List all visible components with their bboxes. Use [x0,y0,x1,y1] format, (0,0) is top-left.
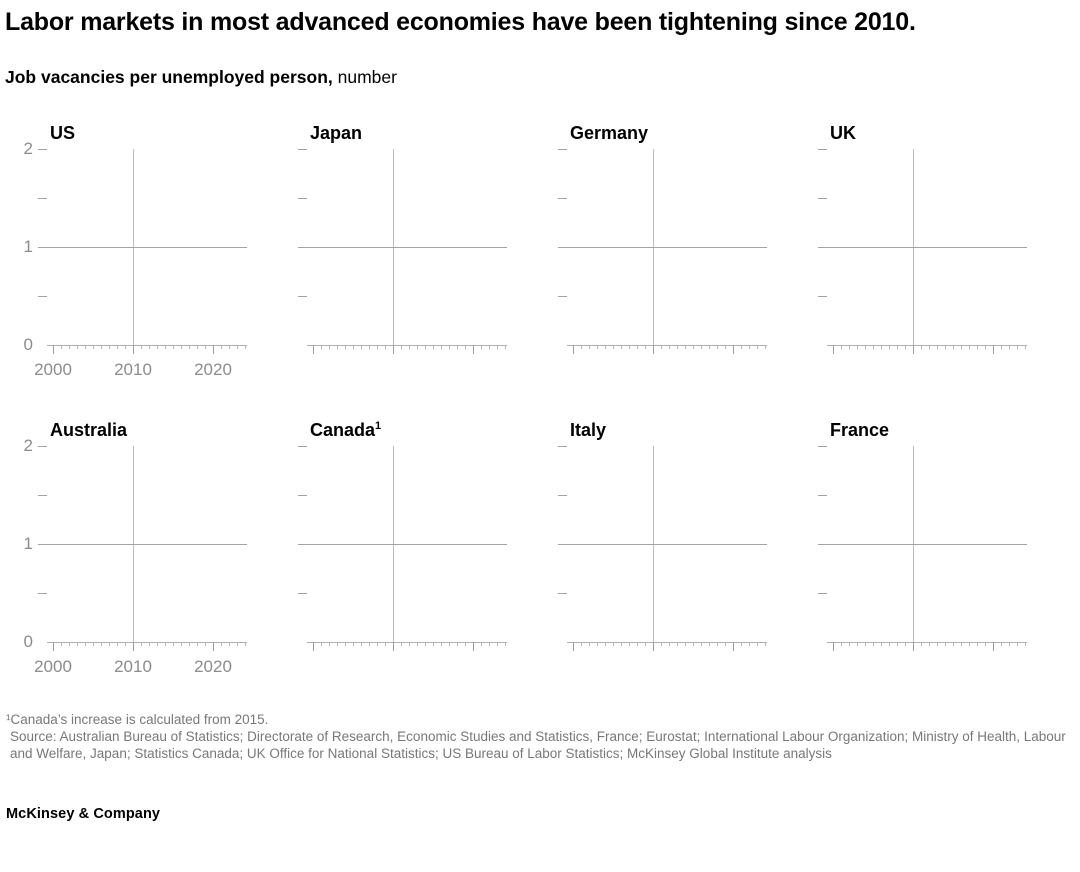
y-tick-label: 0 [23,632,33,651]
x-axis-ticks [573,345,766,354]
exhibit-page: Labor markets in most advanced economies… [0,5,1080,872]
y-tick-label: 2 [23,436,33,455]
panel-title: Japan [310,116,567,146]
x-tick-label: 2010 [114,657,152,676]
chart-subtitle-unit: number [337,67,397,87]
panel-axes [818,149,1027,354]
x-axis-labels: 2000 2010 2020 [34,358,249,382]
mckinsey-wordmark: McKinsey & Company [6,806,161,822]
panel-axes [298,446,507,651]
small-multiples-grid: US 2 1 0 2000 2010 2020 [24,116,1080,679]
chart-panel: Japan 2 1 0 2000 2010 2020 [298,116,567,382]
x-axis-ticks [313,642,506,651]
panel-plot-area: 2 1 0 2000 2010 2020 [817,446,1029,679]
footnote: ¹Canada’s increase is calculated from 20… [6,712,269,727]
panel-country-label: Australia [50,420,128,440]
x-tick-label: 2020 [194,360,232,379]
panel-plot-area: 2 1 0 2000 2010 2020 [297,149,509,382]
chart-panel: Canada1 2 1 0 2000 2010 2020 [298,413,567,679]
x-tick-label: 2000 [34,657,72,676]
x-axis-ticks [53,345,246,354]
source-note: Source: Australian Bureau of Statistics;… [10,729,1066,761]
panel-axes [818,446,1027,651]
panel-plot-area: 2 1 0 2000 2010 2020 [817,149,1029,382]
chart-panel: France 2 1 0 2000 2010 2020 [818,413,1080,679]
y-tick-label: 2 [23,139,33,158]
x-tick-label: 2010 [114,360,152,379]
x-tick-label: 2020 [194,657,232,676]
panel-axes [298,149,507,354]
x-tick-label: 2000 [34,360,72,379]
panel-plot-area: 2 1 0 2000 2010 2020 [24,437,249,679]
panel-country-label: Germany [570,123,649,143]
panel-plot-area: 2 1 0 2000 2010 2020 [557,149,769,382]
panel-title: France [830,413,1080,443]
panel-plot-area: 2 1 0 2000 2010 2020 [24,140,249,382]
x-axis-ticks [833,642,1026,651]
chart-panel: Germany 2 1 0 2000 2010 2020 [558,116,827,382]
panel-country-label: Japan [310,123,363,143]
chart-panel: US 2 1 0 2000 2010 2020 [24,116,307,382]
y-tick-label: 0 [23,335,33,354]
panel-footnote-marker: 1 [375,420,382,432]
chart-subtitle-metric: Job vacancies per unemployed person, [5,67,333,87]
x-axis-ticks [833,345,1026,354]
panel-title: UK [830,116,1080,146]
panel-country-label: UK [830,123,856,143]
panel-country-label: Italy [570,420,607,440]
panel-axes [38,149,247,354]
panel-country-label: France [830,420,890,440]
panel-title: Australia [50,413,307,443]
y-tick-label: 1 [23,237,33,256]
panel-title: US [50,116,307,146]
chart-subtitle: Job vacancies per unemployed person, num… [5,66,1080,88]
chart-panel: Italy 2 1 0 2000 2010 2020 [558,413,827,679]
x-axis-labels: 2000 2010 2020 [34,655,249,679]
panel-axes [38,446,247,651]
x-axis-ticks [573,642,766,651]
panel-plot-area: 2 1 0 2000 2010 2020 [557,446,769,679]
chart-panel: Australia 2 1 0 2000 2010 2020 [24,413,307,679]
panel-axes [558,446,767,651]
panel-country-label: US [50,123,76,143]
panel-country-label: Canada [310,420,376,440]
panel-title: Italy [570,413,827,443]
panel-title: Germany [570,116,827,146]
panel-plot-area: 2 1 0 2000 2010 2020 [297,446,509,679]
x-axis-ticks [313,345,506,354]
chart-panel: UK 2 1 0 2000 2010 2020 [818,116,1080,382]
x-axis-ticks [53,642,246,651]
y-tick-label: 1 [23,534,33,553]
chart-title: Labor markets in most advanced economies… [5,8,916,36]
panel-title: Canada1 [310,413,567,443]
panel-axes [558,149,767,354]
